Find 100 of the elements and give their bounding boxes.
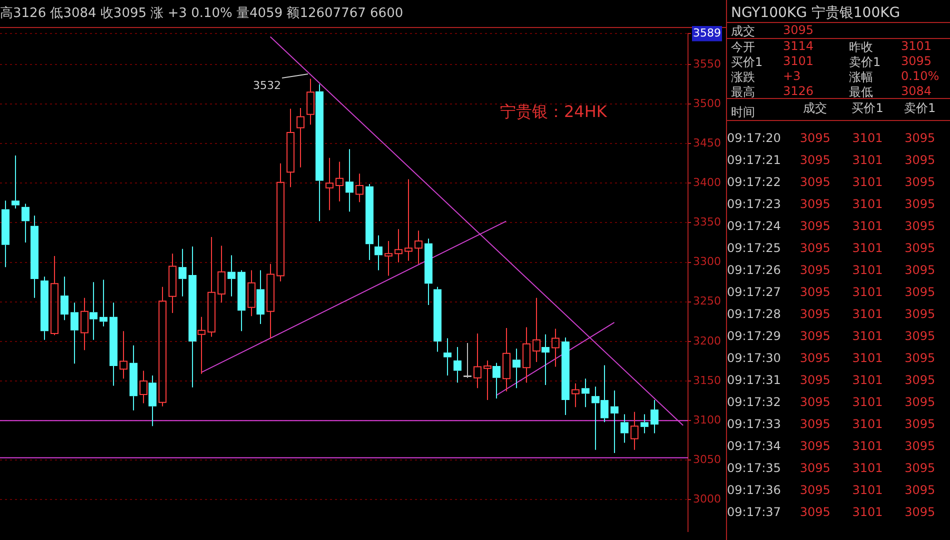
candlestick [22,203,30,244]
candlestick [336,161,344,202]
candlestick [256,270,264,325]
candlestick [228,254,236,297]
y-tick-label: 3000 [693,492,721,506]
y-tick-label: 3300 [693,255,721,268]
candlestick [454,346,462,384]
y-tick-label: 09:17:33 [727,417,781,432]
text: 今开 [731,39,755,56]
candlestick [512,348,520,389]
text: 最低 [849,84,873,101]
y-tick-label: 3050 [693,453,721,466]
candlestick [80,297,88,351]
data-label: 3095 [904,505,936,520]
candlestick [346,148,354,212]
candlestick [356,173,364,203]
candlestick [326,157,334,211]
candlestick [414,230,422,264]
data-label: 3095 [800,197,830,212]
y-tick-label: 09:17:24 [727,219,781,234]
y-tick-label: 3250 [693,294,721,308]
candlestick [208,236,216,338]
y-tick-label: 3589 [693,26,721,40]
candlestick [120,330,128,380]
data-label: 3095 [904,395,936,410]
y-tick-label: 09:17:21 [727,153,781,168]
data-label: 3095 [904,263,936,278]
y-axis-title: 时间 [731,105,755,120]
y-tick-label: 09:17:29 [727,329,781,344]
data-label: 3101 [852,307,883,322]
y-tick-label: 3150 [693,374,721,387]
candlestick [50,255,58,336]
candlestick [30,215,38,298]
y-tick-label: 3350 [693,216,721,229]
candlestick [306,78,314,126]
text: 3114 [783,39,814,53]
candlestick [610,390,618,454]
data-label: 3095 [904,351,936,366]
candlestick [168,253,176,314]
candlestick [444,338,452,376]
data-label: 3095 [800,417,830,432]
y-tick-label: 09:17:22 [727,175,781,190]
chart-title: 高3126 低3084 收3095 涨 +3 0.10% 量4059 额12607767 6600 [0,5,404,22]
data-label: 3095 [904,439,936,454]
data-label: 3095 [800,153,830,168]
text: NGY100KG 宁贵银100KG [731,4,900,22]
y-tick-label: 3200 [693,334,721,348]
candlestick [630,411,638,450]
candlestick [484,360,492,401]
candlestick [130,344,138,411]
data-label: 3101 [852,439,883,454]
y-tick-label: 09:17:23 [727,197,781,212]
candlestick [582,378,590,408]
text: 3101 [901,39,932,53]
text: +3 [783,69,801,83]
data-label: 3101 [852,395,883,410]
data-label: 3095 [800,505,830,520]
data-label: 3095 [800,241,830,256]
data-label: 3095 [904,461,936,476]
candlestick [148,374,156,427]
data-label: 3095 [904,175,936,190]
candlestick [572,382,580,408]
data-label: 3101 [852,417,883,432]
candlestick [60,276,68,321]
candlestick [2,200,10,268]
candlestick [502,328,510,392]
data-label: 3095 [800,351,830,366]
y-tick-label: 09:17:26 [727,263,781,278]
text: 3095 [901,54,932,68]
y-tick-label: 09:17:27 [727,285,781,300]
data-label: 3095 [800,285,830,300]
text: 3084 [901,84,932,98]
candlestick [158,286,166,407]
y-tick-label: 09:17:30 [727,351,781,366]
data-label: 3101 [852,263,883,278]
data-label: 3095 [800,461,830,476]
candlestick [70,302,78,364]
x-tick-label: 买价1 [852,100,884,115]
y-tick-label: 3450 [693,136,721,150]
data-label: 3095 [904,197,936,212]
text: 3095 [783,23,814,37]
candlestick [100,279,108,327]
candlestick [552,328,560,368]
data-label: 3101 [852,175,883,190]
data-label: 3095 [800,483,830,498]
data-label: 3101 [852,461,883,476]
data-label: 3095 [904,219,936,234]
candlestick [40,276,48,340]
text: 昨收 [849,39,873,56]
data-label: 3101 [852,153,883,168]
data-label: 3095 [800,373,830,388]
candlestick [424,238,432,306]
y-tick-label: 09:17:28 [727,307,781,322]
text: 3126 [783,84,814,98]
y-tick-label: 3550 [693,57,721,70]
candlestick [542,334,550,386]
data-label: 3095 [800,131,830,146]
text: 0.10% [901,69,940,83]
data-label: 3101 [852,373,883,388]
candlestick [198,316,206,374]
